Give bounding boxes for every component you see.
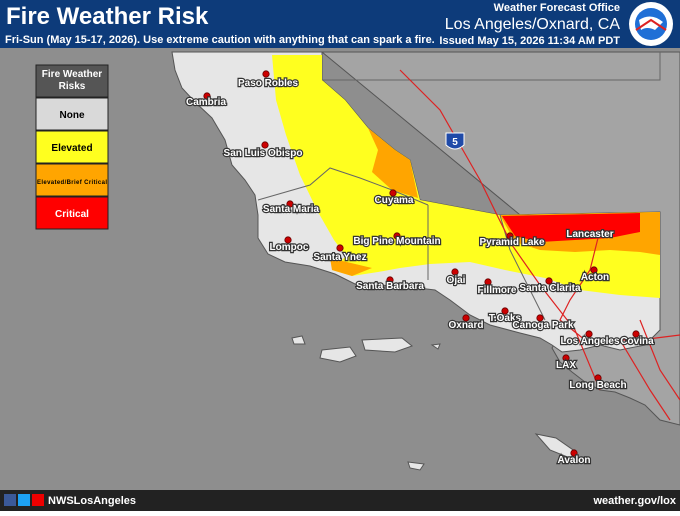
highway [559,229,680,341]
city-dot [570,449,578,457]
city-dot [506,232,514,240]
city-label: Oxnard [448,320,483,331]
twitter-icon [18,494,30,506]
county-line [499,214,546,321]
title: Fire Weather Risk [6,3,209,30]
city-label: Lancaster [566,229,613,240]
city-label: Santa Ynez [313,252,366,263]
city-label: Cuyama [375,195,414,206]
footer-url: weather.gov/lox [592,495,676,507]
city-label: Santa Maria [263,204,320,215]
county-line [322,52,661,81]
legend-label: Critical [55,209,89,220]
header-bar [0,0,680,48]
island [407,461,425,471]
interstate-label: 5 [452,137,458,148]
island [291,335,306,345]
city-dot [284,236,292,244]
office: Weather Forecast Office [494,2,620,14]
legend-swatch [35,196,109,230]
facebook-icon [4,494,16,506]
city-label: Long Beach [569,380,626,391]
legend-swatch [35,130,109,164]
city-label: Santa Barbara [356,281,424,292]
city-label: Fillmore [478,285,517,296]
city-dot [389,189,397,197]
city-label: Acton [581,272,609,283]
subtitle: Fri-Sun (May 15-17, 2026). Use extreme c… [5,34,435,46]
city-label: Ojai [447,275,466,286]
legend-title: Fire Weather Risks [42,69,102,92]
city-dot [262,70,270,78]
city-label: LAX [556,360,576,371]
legend-label: Elevated/Brief Critical [37,180,107,186]
city-dot [386,276,394,284]
nws-logo-cloud [639,16,663,30]
legend: Fire Weather Risks None Elevated Elevated/B… [35,64,109,230]
legend-swatch [35,163,109,197]
city-dot [501,307,509,315]
city-dot [562,354,570,362]
city-dot [590,266,598,274]
county-line [257,167,429,206]
city-label: Los Angeles [560,336,620,347]
city-label: Cambria [186,97,226,108]
footer-handle: NWSLosAngeles [48,495,136,507]
city-dot [451,268,459,276]
city-dot [393,232,401,240]
city-label: Lompoc [270,242,309,253]
city-dot [536,314,544,322]
city-dot [632,330,640,338]
city-dot [594,374,602,382]
city-dot [203,92,211,100]
location: Los Angeles/Oxnard, CA [445,16,621,33]
city-label: Santa Clarita [519,283,581,294]
city-dot [286,200,294,208]
city-label: Covina [620,336,654,347]
island [430,343,441,350]
interstate-shield [445,132,465,150]
city-label: Canoga Park [512,320,574,331]
island [361,337,414,353]
critical-area [502,213,640,242]
highway [619,339,671,421]
city-label: T.Oaks [489,313,522,324]
city-dot [261,141,269,149]
legend-swatch [35,97,109,131]
city-label: Paso Robles [238,78,298,89]
city-dot [585,330,593,338]
issued: Issued May 15, 2026 11:34 AM PDT [439,35,620,47]
nws-logo-bird [635,18,667,31]
legend-header [35,64,109,98]
island [319,346,357,363]
city-label: Pyramid Lake [479,237,544,248]
legend-label: Elevated [51,143,92,154]
footer-bar [0,490,680,511]
city-dot [545,277,553,285]
youtube-icon [32,494,44,506]
city-dot [484,278,492,286]
city-dot [336,244,344,252]
elevated-brief-critical-area [368,128,418,198]
legend-label: None [60,110,85,121]
city-label: Big Pine Mountain [353,236,440,247]
city-label: Avalon [558,455,591,466]
highway [399,69,601,391]
city-dot [462,314,470,322]
elevated-brief-critical-area [330,258,372,276]
city-label: San Luis Obispo [224,148,303,159]
highway [639,319,680,401]
